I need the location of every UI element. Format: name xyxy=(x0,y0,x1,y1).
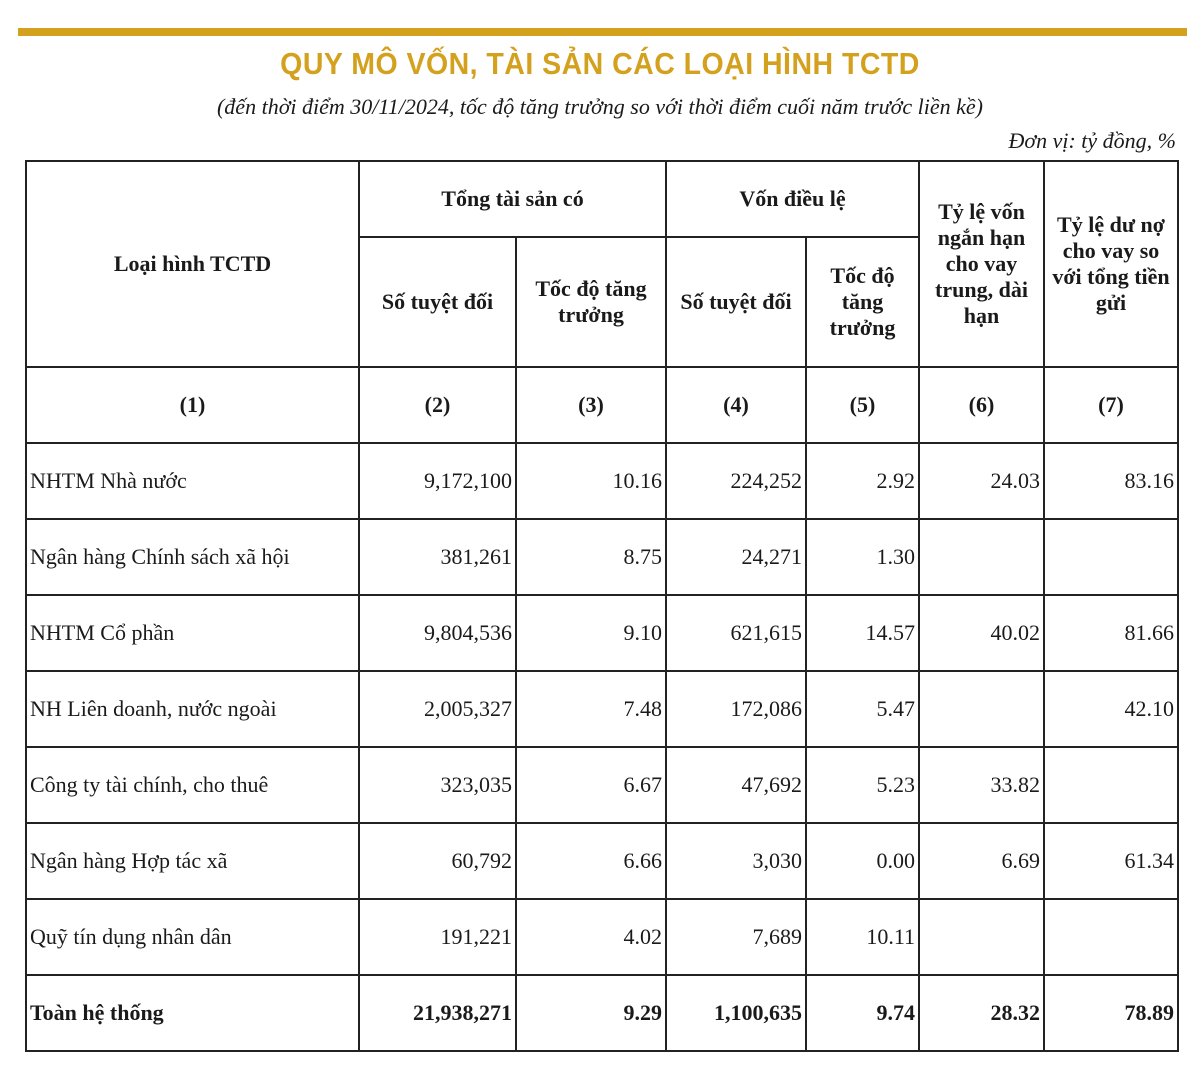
accent-bar xyxy=(18,28,1187,36)
header-capital-growth: Tốc độ tăng trưởng xyxy=(805,236,920,368)
cell-value: 9,804,536 xyxy=(358,594,517,672)
table-row: NHTM Nhà nước 9,172,100 10.16 224,252 2.92 24… xyxy=(25,442,1179,520)
cell-value: 172,086 xyxy=(665,670,807,748)
column-index: (3) xyxy=(515,366,667,444)
cell-value: 47,692 xyxy=(665,746,807,824)
cell-value: 9.74 xyxy=(805,974,920,1052)
cell-value: 381,261 xyxy=(358,518,517,596)
cell-value: 2.92 xyxy=(805,442,920,520)
cell-value xyxy=(918,670,1045,748)
row-label: Ngân hàng Chính sách xã hội xyxy=(25,518,360,596)
index-row: (1) (2) (3) (4) (5) (6) (7) xyxy=(25,366,1179,444)
row-label: NHTM Cổ phần xyxy=(25,594,360,672)
cell-value: 40.02 xyxy=(918,594,1045,672)
header-total-assets: Tổng tài sản có xyxy=(358,160,667,238)
header-assets-growth: Tốc độ tăng trưởng xyxy=(515,236,667,368)
cell-value xyxy=(918,898,1045,976)
total-row: Toàn hệ thống 21,938,271 9.29 1,100,635 9.74… xyxy=(25,974,1179,1052)
cell-value: 0.00 xyxy=(805,822,920,900)
row-label: Toàn hệ thống xyxy=(25,974,360,1052)
header-loan-deposit-ratio: Tỷ lệ dư nợ cho vay so với tổng tiền gửi xyxy=(1043,160,1179,368)
cell-value: 21,938,271 xyxy=(358,974,517,1052)
row-label: Ngân hàng Hợp tác xã xyxy=(25,822,360,900)
table-row: Công ty tài chính, cho thuê 323,035 6.67 47… xyxy=(25,746,1179,824)
page-title: QUY MÔ VỐN, TÀI SẢN CÁC LOẠI HÌNH TCTD xyxy=(280,46,920,81)
cell-value: 28.32 xyxy=(918,974,1045,1052)
table-row: Ngân hàng Chính sách xã hội 381,261 8.75 24… xyxy=(25,518,1179,596)
cell-value: 191,221 xyxy=(358,898,517,976)
header-assets-absolute: Số tuyệt đối xyxy=(358,236,517,368)
row-label: Quỹ tín dụng nhân dân xyxy=(25,898,360,976)
cell-value: 621,615 xyxy=(665,594,807,672)
cell-value: 83.16 xyxy=(1043,442,1179,520)
cell-value: 14.57 xyxy=(805,594,920,672)
cell-value: 323,035 xyxy=(358,746,517,824)
table-row: Ngân hàng Hợp tác xã 60,792 6.66 3,030 0.00 6… xyxy=(25,822,1179,900)
cell-value: 7,689 xyxy=(665,898,807,976)
cell-value: 5.23 xyxy=(805,746,920,824)
cell-value xyxy=(918,518,1045,596)
cell-value: 33.82 xyxy=(918,746,1045,824)
row-label: NHTM Nhà nước xyxy=(25,442,360,520)
cell-value: 6.69 xyxy=(918,822,1045,900)
cell-value: 9.29 xyxy=(515,974,667,1052)
table-row: Quỹ tín dụng nhân dân 191,221 4.02 7,689 10.… xyxy=(25,898,1179,976)
cell-value xyxy=(1043,518,1179,596)
page-subtitle: (đến thời điểm 30/11/2024, tốc độ tăng t… xyxy=(216,94,983,119)
column-index: (1) xyxy=(25,366,360,444)
column-index: (7) xyxy=(1043,366,1179,444)
column-index: (5) xyxy=(805,366,920,444)
cell-value: 9,172,100 xyxy=(358,442,517,520)
cell-value: 6.67 xyxy=(515,746,667,824)
cell-value: 42.10 xyxy=(1043,670,1179,748)
cell-value: 24.03 xyxy=(918,442,1045,520)
cell-value: 7.48 xyxy=(515,670,667,748)
cell-value: 1,100,635 xyxy=(665,974,807,1052)
cell-value: 10.16 xyxy=(515,442,667,520)
cell-value xyxy=(1043,898,1179,976)
header-type: Loại hình TCTD xyxy=(25,160,360,368)
cell-value: 4.02 xyxy=(515,898,667,976)
cell-value: 8.75 xyxy=(515,518,667,596)
row-label: NH Liên doanh, nước ngoài xyxy=(25,670,360,748)
cell-value: 1.30 xyxy=(805,518,920,596)
cell-value: 9.10 xyxy=(515,594,667,672)
cell-value: 6.66 xyxy=(515,822,667,900)
cell-value: 24,271 xyxy=(665,518,807,596)
row-label: Công ty tài chính, cho thuê xyxy=(25,746,360,824)
data-table: Loại hình TCTD Tổng tài sản có Vốn điều … xyxy=(25,160,1179,1052)
cell-value: 224,252 xyxy=(665,442,807,520)
header-short-term-ratio: Tỷ lệ vốn ngắn hạn cho vay trung, dài hạ… xyxy=(918,160,1045,368)
unit-label: Đơn vị: tỷ đồng, % xyxy=(1008,128,1176,153)
cell-value: 81.66 xyxy=(1043,594,1179,672)
table-row: NH Liên doanh, nước ngoài 2,005,327 7.48 17… xyxy=(25,670,1179,748)
cell-value: 10.11 xyxy=(805,898,920,976)
column-index: (6) xyxy=(918,366,1045,444)
column-index: (4) xyxy=(665,366,807,444)
cell-value xyxy=(1043,746,1179,824)
table-row: NHTM Cổ phần 9,804,536 9.10 621,615 14.57 40.… xyxy=(25,594,1179,672)
cell-value: 5.47 xyxy=(805,670,920,748)
header-capital-absolute: Số tuyệt đối xyxy=(665,236,807,368)
cell-value: 78.89 xyxy=(1043,974,1179,1052)
column-index: (2) xyxy=(358,366,517,444)
header-charter-capital: Vốn điều lệ xyxy=(665,160,920,238)
cell-value: 61.34 xyxy=(1043,822,1179,900)
cell-value: 60,792 xyxy=(358,822,517,900)
cell-value: 3,030 xyxy=(665,822,807,900)
cell-value: 2,005,327 xyxy=(358,670,517,748)
